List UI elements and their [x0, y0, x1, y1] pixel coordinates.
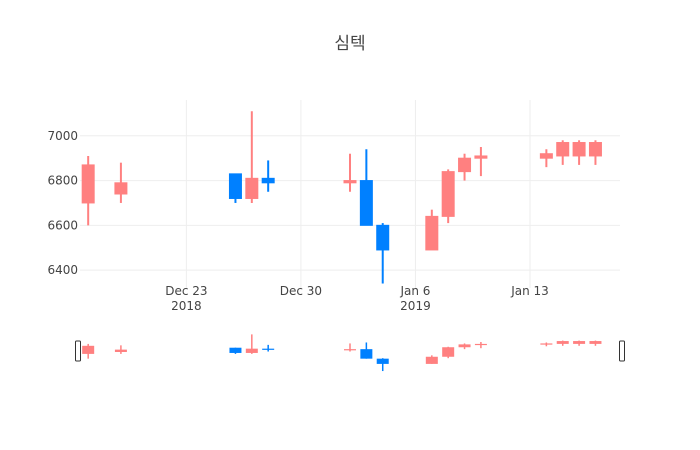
- slider-candle-body: [442, 347, 455, 357]
- slider-candle-body: [114, 349, 127, 352]
- candle-body: [425, 215, 439, 251]
- slider-candle: [474, 342, 487, 349]
- slider-candle: [82, 343, 95, 359]
- y-tick-label: 7000: [47, 129, 78, 143]
- chart-title: 심텍: [334, 34, 365, 54]
- candle-body: [343, 180, 357, 184]
- slider-candle: [229, 347, 242, 354]
- slider-candle-body: [573, 341, 586, 344]
- slider-candle: [556, 340, 569, 346]
- slider-candle: [425, 355, 438, 364]
- slider-candle-body: [245, 348, 258, 353]
- candle-increasing: [343, 153, 357, 192]
- candle-body: [228, 173, 242, 199]
- candle-increasing: [425, 209, 439, 251]
- candle-body: [474, 155, 488, 159]
- slider-handle-right[interactable]: [619, 340, 625, 362]
- slider-candle-body: [229, 347, 242, 353]
- candle-increasing: [81, 155, 95, 226]
- slider-candle: [262, 344, 275, 352]
- candle-body: [81, 164, 95, 204]
- x-tick-label: Dec 23: [165, 284, 207, 298]
- candle-decreasing: [261, 160, 275, 192]
- slider-candle-body: [458, 344, 471, 348]
- candle-increasing: [114, 162, 128, 203]
- candle-increasing: [588, 140, 602, 165]
- slider-candle: [360, 342, 373, 359]
- y-tick-label: 6600: [47, 218, 78, 232]
- candle-increasing: [572, 140, 586, 165]
- candle-increasing: [245, 111, 259, 203]
- candle-body: [588, 142, 602, 157]
- candle-body: [556, 142, 570, 157]
- candle-body: [261, 177, 275, 184]
- y-tick-label: 6400: [47, 263, 78, 277]
- slider-candle-body: [556, 341, 569, 344]
- slider-candle-body: [262, 348, 275, 350]
- candle-body: [572, 142, 586, 157]
- slider-candle-body: [82, 345, 95, 354]
- x-tick-sublabel: 2019: [400, 299, 431, 313]
- x-tick-label: Jan 13: [510, 284, 549, 298]
- candle-decreasing: [376, 223, 390, 284]
- slider-candle: [344, 343, 356, 352]
- candle-body: [359, 180, 373, 226]
- slider-candle-body: [589, 341, 602, 344]
- candle-body: [539, 153, 553, 159]
- slider-candle-body: [425, 356, 438, 364]
- candle-increasing: [474, 147, 488, 177]
- x-tick-sublabel: 2018: [171, 299, 202, 313]
- candle-body: [441, 171, 455, 217]
- candle-body: [376, 224, 390, 251]
- slider-candle-body: [474, 343, 487, 346]
- slider-candle: [114, 345, 127, 354]
- candle-increasing: [441, 169, 455, 224]
- slider-candle: [573, 340, 586, 346]
- range-slider[interactable]: [75, 334, 625, 372]
- candle-body: [114, 182, 128, 195]
- x-tick-label: Jan 6: [399, 284, 430, 298]
- x-tick-label: Dec 30: [280, 284, 322, 298]
- candle-decreasing: [359, 149, 373, 226]
- candle-body: [245, 177, 259, 199]
- candle-increasing: [556, 140, 570, 165]
- slider-candle: [458, 343, 471, 350]
- slider-candle: [589, 340, 602, 346]
- slider-candle: [376, 358, 389, 372]
- slider-candle: [540, 342, 553, 347]
- slider-candle-body: [360, 349, 373, 359]
- slider-candle: [245, 334, 258, 354]
- candle-increasing: [539, 149, 553, 168]
- candle-decreasing: [228, 173, 242, 203]
- slider-candle-body: [376, 358, 389, 364]
- slider-handle-left[interactable]: [75, 340, 81, 362]
- candle-body: [458, 157, 472, 173]
- slider-candle: [442, 346, 455, 359]
- candles: [81, 111, 602, 284]
- y-tick-label: 6800: [47, 174, 78, 188]
- grid: [80, 100, 620, 288]
- slider-candle-body: [540, 343, 553, 345]
- slider-candle-body: [344, 349, 356, 351]
- candle-increasing: [458, 153, 472, 181]
